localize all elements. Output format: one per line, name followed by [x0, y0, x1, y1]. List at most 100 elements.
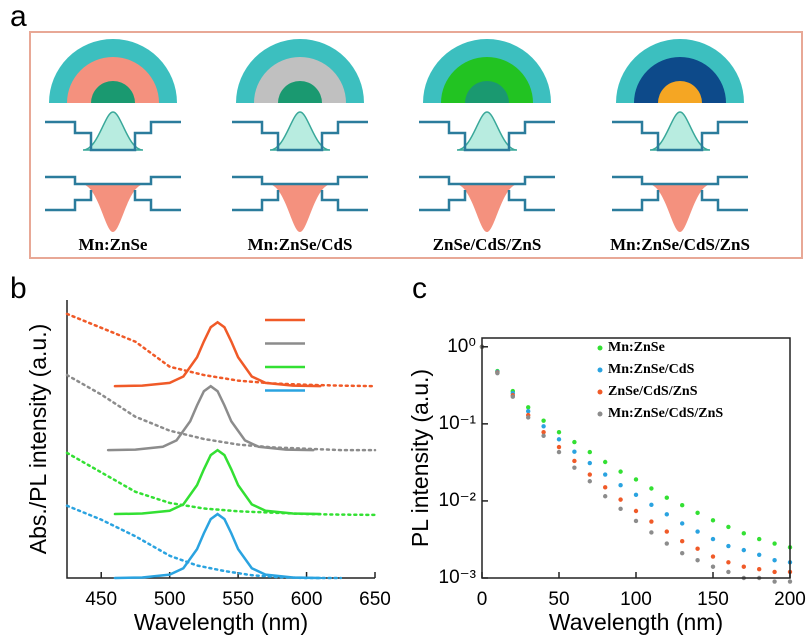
- data-point: [556, 449, 562, 455]
- data-point: [680, 503, 685, 508]
- y-axis-title: PL intensity (a.u.): [407, 369, 433, 547]
- panel-label: a: [10, 0, 27, 33]
- data-point: [772, 569, 777, 575]
- data-point: [587, 449, 592, 455]
- x-axis-title: Wavelength (nm): [134, 609, 308, 635]
- core: [278, 81, 322, 103]
- data-point: [587, 460, 592, 466]
- core: [658, 81, 702, 103]
- data-point: [633, 508, 639, 514]
- data-point: [603, 494, 608, 499]
- series-line: [65, 504, 343, 580]
- data-point: [541, 424, 546, 429]
- data-point: [541, 433, 546, 438]
- data-point: [603, 459, 608, 465]
- caption: Mn:ZnSe/CdS: [248, 235, 353, 254]
- data-point: [572, 449, 577, 454]
- legend-label: Mn:ZnSe/CdS/ZnS: [608, 406, 723, 421]
- y-tick-label: 10⁻³: [439, 567, 477, 588]
- data-point: [556, 444, 562, 450]
- caption: Mn:ZnSe/CdS/ZnS: [610, 235, 750, 254]
- data-point: [710, 554, 716, 559]
- caption: ZnSe/CdS/ZnS: [433, 235, 542, 254]
- absorption-band: [268, 184, 332, 232]
- series-line: [65, 373, 377, 452]
- data-point: [618, 469, 623, 474]
- data-point: [526, 408, 531, 414]
- series-line: [113, 448, 322, 516]
- data-point: [695, 529, 700, 534]
- legend-label: Mn:ZnSe/CdS: [608, 362, 695, 377]
- data-point: [664, 495, 669, 500]
- panel-label: b: [10, 272, 27, 305]
- band-diagram: [612, 120, 748, 152]
- data-point: [757, 567, 762, 572]
- data-point: [618, 497, 623, 502]
- data-point: [664, 529, 669, 534]
- shell-middle: [254, 57, 346, 103]
- legend-marker: [597, 345, 603, 351]
- data-point: [680, 550, 685, 556]
- data-point: [757, 536, 762, 542]
- data-point: [495, 370, 500, 376]
- axes: [66, 300, 375, 579]
- data-point: [649, 502, 654, 508]
- y-tick-label: 10⁻¹: [439, 413, 477, 434]
- x-tick-label: 450: [85, 589, 117, 610]
- series-line: [106, 384, 315, 452]
- data-point: [695, 558, 700, 563]
- shell-middle: [634, 57, 726, 103]
- x-tick-label: 200: [774, 589, 806, 610]
- band-diagram: [419, 120, 555, 152]
- data-point: [664, 541, 669, 546]
- y-axis-title: Abs./PL intensity (a.u.): [25, 324, 51, 555]
- data-point: [587, 472, 592, 477]
- y-tick-label: 10⁻²: [439, 490, 477, 511]
- x-tick-label: 600: [291, 589, 323, 610]
- data-point: [510, 394, 515, 399]
- data-point: [572, 439, 577, 445]
- absorption-band: [455, 184, 519, 232]
- y-tick-label: 10⁰: [447, 336, 476, 357]
- data-point: [603, 485, 608, 490]
- series-line: [113, 512, 322, 580]
- data-point: [649, 530, 654, 535]
- data-point: [526, 415, 531, 420]
- data-point: [618, 506, 623, 512]
- data-point: [603, 472, 608, 477]
- shell-middle: [67, 57, 159, 103]
- data-point: [726, 560, 731, 565]
- x-axis-title: Wavelength (nm): [549, 609, 723, 635]
- band-diagram: [419, 175, 555, 212]
- series-line: [65, 451, 377, 517]
- data-point: [741, 564, 746, 569]
- data-point: [787, 579, 793, 584]
- data-point: [556, 429, 562, 435]
- data-point: [680, 539, 685, 544]
- data-point: [541, 418, 546, 423]
- data-point: [772, 579, 777, 584]
- absorption-band: [648, 184, 712, 232]
- absorption-band: [81, 184, 145, 232]
- x-tick-label: 0: [477, 589, 488, 610]
- band-diagram: [232, 120, 368, 152]
- data-point: [680, 521, 685, 526]
- data-point: [618, 482, 623, 488]
- data-point: [526, 405, 531, 410]
- band-diagram: [45, 175, 181, 212]
- panel-frame: [29, 31, 803, 259]
- core: [465, 81, 509, 103]
- data-point: [587, 479, 592, 484]
- band-diagram: [45, 120, 181, 152]
- data-point: [664, 512, 669, 517]
- data-point: [772, 541, 777, 546]
- core: [91, 81, 135, 103]
- legend-label: ZnSe/CdS/ZnS: [608, 384, 698, 399]
- data-point: [726, 524, 731, 530]
- x-tick-label: 500: [154, 589, 186, 610]
- data-point: [695, 546, 700, 551]
- data-point: [710, 564, 716, 569]
- x-tick-label: 150: [697, 589, 729, 610]
- data-point: [572, 458, 577, 464]
